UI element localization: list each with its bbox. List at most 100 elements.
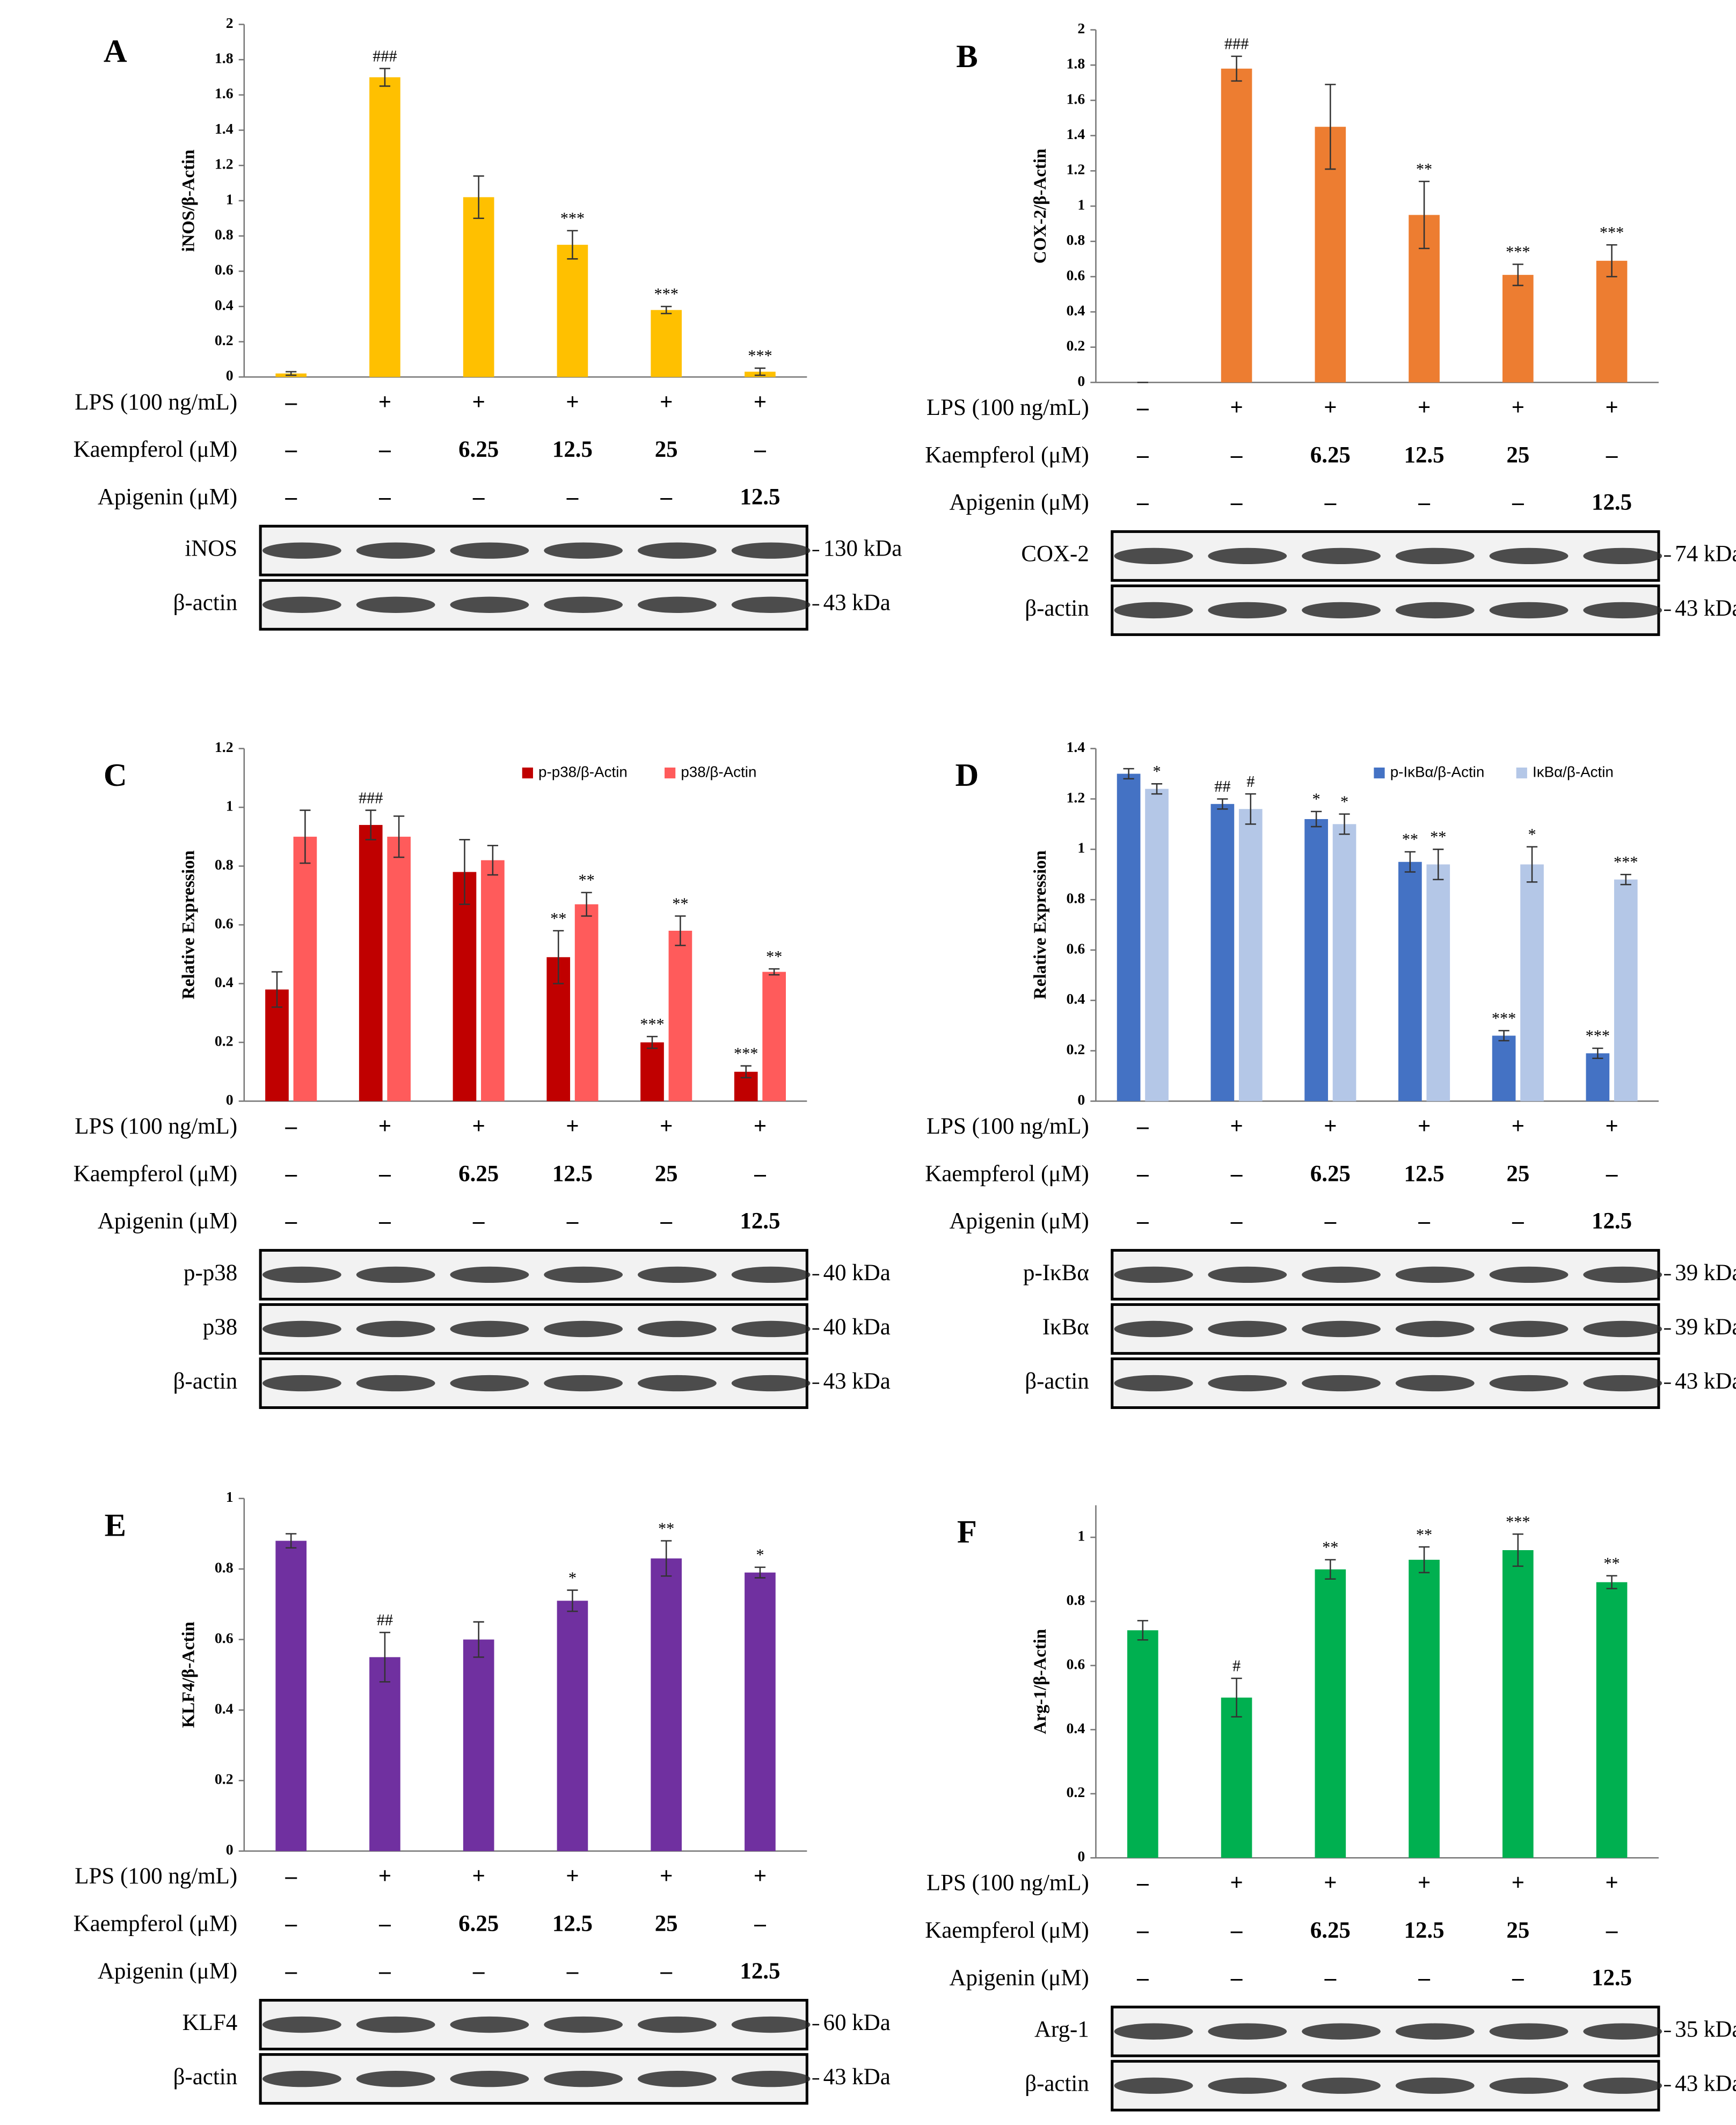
condition-value: + (660, 1864, 673, 1889)
condition-value: – (566, 1209, 579, 1234)
condition-value: – (1512, 1209, 1524, 1234)
y-tick-label: 1.4 (1067, 126, 1085, 143)
significance-label: # (1246, 772, 1254, 791)
condition-value: + (378, 1114, 391, 1139)
condition-value: 12.5 (1592, 1209, 1632, 1234)
y-tick-label: 1 (226, 798, 234, 814)
blot-band (1489, 602, 1569, 619)
y-tick-label: 1 (226, 191, 234, 208)
blot-band (1489, 1266, 1569, 1283)
condition-value: 6.25 (458, 437, 499, 462)
condition-value: – (660, 1959, 672, 1984)
significance-label: ** (1322, 1538, 1338, 1557)
significance-label: ** (766, 947, 782, 966)
blot-band (1208, 602, 1287, 619)
blot-label: β-actin (1025, 596, 1089, 621)
blot-band (544, 1266, 623, 1283)
blot-frame (259, 579, 808, 631)
error-bar (1433, 849, 1444, 880)
blot-band (731, 1375, 811, 1392)
blot-frame (259, 1303, 808, 1355)
condition-value: + (566, 390, 579, 415)
blot-band (1583, 1375, 1662, 1392)
blot-band (262, 542, 341, 559)
condition-value: – (1230, 1161, 1243, 1186)
blot-band (1302, 547, 1381, 565)
blot-band (450, 2070, 529, 2087)
condition-value: 6.25 (458, 1161, 499, 1186)
y-tick-label: 0 (226, 368, 234, 384)
y-tick-label: 1.2 (1067, 162, 1085, 178)
condition-value: – (285, 1161, 297, 1186)
bar (1221, 1697, 1252, 1858)
blot-label: β-actin (173, 2064, 238, 2090)
legend-swatch (1374, 767, 1385, 779)
bar (387, 836, 411, 1101)
condition-value: 12.5 (552, 437, 593, 462)
blot-band (731, 596, 811, 613)
bar (574, 904, 599, 1101)
blot-frame (259, 1248, 808, 1301)
error-bar (1123, 768, 1134, 780)
blot-band (262, 1320, 341, 1338)
bar (1304, 819, 1328, 1101)
significance-label: *** (1614, 853, 1638, 871)
condition-value: 6.25 (1310, 1918, 1351, 1943)
significance-label: ** (1416, 160, 1432, 178)
error-bar (1311, 810, 1322, 828)
condition-label: Kaempferol (μM) (74, 437, 238, 462)
condition-value: 25 (655, 1911, 678, 1936)
condition-label: Kaempferol (μM) (925, 1161, 1089, 1186)
blot-frame (1111, 1303, 1660, 1355)
blot-band (1489, 2023, 1569, 2040)
blot-frame (259, 1999, 808, 2051)
significance-label: ## (377, 1611, 393, 1629)
condition-label: Apigenin (μM) (98, 485, 237, 510)
significance-label: *** (734, 1045, 758, 1063)
condition-value: + (1605, 1114, 1618, 1139)
y-tick-label: 0.8 (215, 227, 234, 243)
blot-band (262, 596, 341, 613)
y-tick-label: 0.2 (215, 332, 234, 349)
error-bar (567, 230, 578, 260)
condition-value: – (378, 1161, 391, 1186)
bar (1315, 1569, 1346, 1858)
bar (463, 1639, 494, 1851)
legend-swatch (522, 767, 533, 779)
condition-value: – (1136, 1871, 1149, 1896)
blot-band (638, 1320, 717, 1338)
condition-value: 12.5 (740, 485, 780, 510)
condition-value: – (754, 1161, 766, 1186)
y-tick-label: 0.4 (1067, 302, 1085, 319)
y-tick-label: 1 (1077, 1528, 1085, 1544)
condition-label: Apigenin (μM) (98, 1959, 237, 1984)
significance-label: ** (672, 894, 688, 912)
y-tick-label: 0 (1077, 1849, 1085, 1865)
condition-value: – (285, 1959, 297, 1984)
blot-band (1114, 1320, 1193, 1338)
y-tick-label: 0.8 (1067, 1592, 1085, 1609)
y-tick-label: 0 (226, 1092, 234, 1108)
blot-band (450, 542, 529, 559)
bar (1586, 1053, 1610, 1101)
blot-band (1395, 602, 1475, 619)
error-bar (1325, 1559, 1336, 1580)
y-tick-label: 0 (226, 1842, 234, 1858)
significance-label: *** (654, 285, 678, 303)
blot-label: KLF4 (183, 2010, 238, 2035)
condition-label: Kaempferol (μM) (74, 1911, 238, 1936)
condition-value: 6.25 (1310, 1161, 1351, 1186)
y-tick-label: 0.6 (1067, 940, 1085, 957)
blot-band (638, 542, 717, 559)
significance-label: *** (1506, 243, 1530, 261)
condition-value: – (1418, 1209, 1430, 1234)
condition-value: – (378, 485, 391, 510)
bar (265, 989, 289, 1101)
error-bar (1418, 180, 1430, 250)
blot-label: β-actin (1025, 2071, 1089, 2097)
condition-label: LPS (100 ng/mL) (927, 395, 1089, 420)
bar (1520, 864, 1544, 1101)
y-tick-label: 0.6 (215, 262, 234, 279)
condition-label: Apigenin (μM) (949, 490, 1089, 515)
blot-band (450, 1375, 529, 1392)
